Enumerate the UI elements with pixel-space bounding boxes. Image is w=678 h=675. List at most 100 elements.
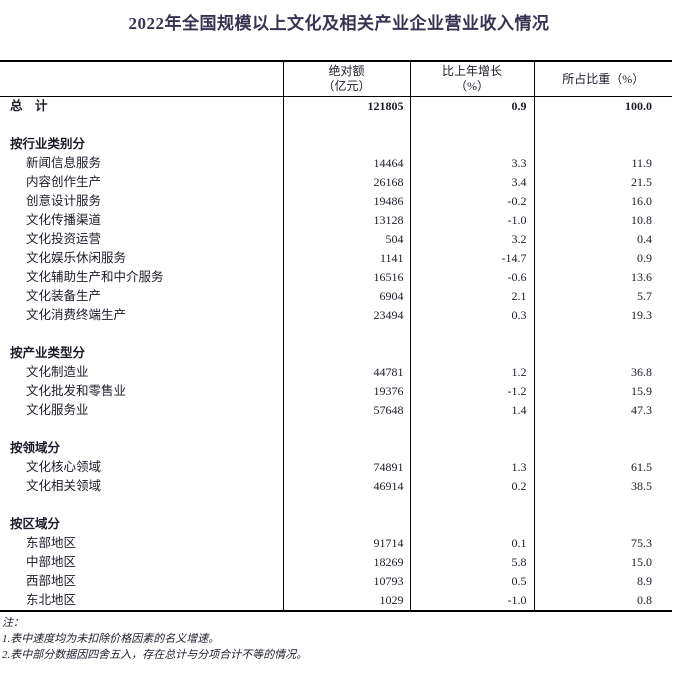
- row-absolute-value: [282, 116, 410, 135]
- row-share-value: [533, 325, 672, 344]
- row-growth-value: 0.3: [409, 306, 534, 325]
- row-label: 创意设计服务: [26, 194, 102, 208]
- row-share-value: 8.9: [533, 572, 672, 591]
- header-row: 绝对额 （亿元） 比上年增长 （%） 所占比重（%）: [0, 61, 672, 97]
- row-absolute-value: [282, 515, 410, 534]
- row-absolute-value: 19486: [282, 192, 410, 211]
- row-share-value: 47.3: [533, 401, 672, 420]
- row-absolute-value: 44781: [282, 363, 410, 382]
- row-absolute-value: 18269: [282, 553, 410, 572]
- row-growth-value: 2.1: [409, 287, 534, 306]
- row-absolute-value: [282, 496, 410, 515]
- table-row: 文化装备生产 6904 2.1 5.7: [0, 287, 672, 306]
- row-absolute-value: [282, 344, 410, 363]
- row-absolute-value: 26168: [282, 173, 410, 192]
- spacer-row: [0, 116, 672, 135]
- row-absolute-value: 16516: [282, 268, 410, 287]
- table-row: 西部地区 10793 0.5 8.9: [0, 572, 672, 591]
- row-label: 西部地区: [26, 574, 77, 588]
- row-share-value: 16.0: [533, 192, 672, 211]
- row-absolute-value: 14464: [282, 154, 410, 173]
- table-row: 文化娱乐休闲服务 1141 -14.7 0.9: [0, 249, 672, 268]
- row-label: 内容创作生产: [26, 175, 102, 189]
- row-share-value: 13.6: [533, 268, 672, 287]
- row-label: 按区域分: [10, 517, 61, 531]
- row-label: [0, 496, 283, 515]
- row-absolute-value: 91714: [282, 534, 410, 553]
- row-absolute-value: 121805: [282, 96, 410, 116]
- row-label: [0, 325, 283, 344]
- row-share-value: 36.8: [533, 363, 672, 382]
- table-row: 东部地区 91714 0.1 75.3: [0, 534, 672, 553]
- table-row: 文化批发和零售业 19376 -1.2 15.9: [0, 382, 672, 401]
- row-growth-value: 1.3: [409, 458, 534, 477]
- table-row: 按行业类别分: [0, 135, 672, 154]
- row-share-value: 0.8: [533, 591, 672, 611]
- header-cell-category: [0, 61, 283, 97]
- table-row: 文化相关领域 46914 0.2 38.5: [0, 477, 672, 496]
- row-label: 文化娱乐休闲服务: [26, 251, 127, 265]
- row-growth-value: [409, 515, 534, 534]
- row-absolute-value: 504: [282, 230, 410, 249]
- row-growth-value: 0.5: [409, 572, 534, 591]
- table-row: 总 计 121805 0.9 100.0: [0, 96, 672, 116]
- row-share-value: 11.9: [533, 154, 672, 173]
- row-absolute-value: 46914: [282, 477, 410, 496]
- row-label: [0, 116, 283, 135]
- row-label: [0, 420, 283, 439]
- row-growth-value: [409, 116, 534, 135]
- header-cell-absolute: 绝对额 （亿元）: [282, 61, 410, 97]
- row-label: 总 计: [10, 99, 48, 113]
- table-row: 文化制造业 44781 1.2 36.8: [0, 363, 672, 382]
- footnote-label: 注：: [2, 617, 24, 629]
- table-row: 内容创作生产 26168 3.4 21.5: [0, 173, 672, 192]
- row-label: 中部地区: [26, 555, 77, 569]
- revenue-table: 绝对额 （亿元） 比上年增长 （%） 所占比重（%） 总 计 121805 0.9 1…: [0, 60, 672, 612]
- row-share-value: [533, 496, 672, 515]
- header-absolute-line1: 绝对额: [328, 64, 365, 78]
- row-share-value: 100.0: [533, 96, 672, 116]
- row-share-value: [533, 116, 672, 135]
- row-share-value: 10.8: [533, 211, 672, 230]
- table-row: 文化传播渠道 13128 -1.0 10.8: [0, 211, 672, 230]
- row-absolute-value: [282, 439, 410, 458]
- row-share-value: 61.5: [533, 458, 672, 477]
- spacer-row: [0, 496, 672, 515]
- row-label: 新闻信息服务: [26, 156, 102, 170]
- table-row: 按领域分: [0, 439, 672, 458]
- row-growth-value: [409, 439, 534, 458]
- row-label: 按产业类型分: [10, 346, 86, 360]
- footnote-2: 2.表中部分数据因四舍五入，存在总计与分项合计不等的情况。: [2, 649, 308, 661]
- table-row: 新闻信息服务 14464 3.3 11.9: [0, 154, 672, 173]
- row-absolute-value: 57648: [282, 401, 410, 420]
- row-absolute-value: 74891: [282, 458, 410, 477]
- footnote-1: 1.表中速度均为未扣除价格因素的名义增速。: [2, 633, 220, 645]
- row-label: 文化服务业: [26, 403, 89, 417]
- table-row: 按区域分: [0, 515, 672, 534]
- table-row: 中部地区 18269 5.8 15.0: [0, 553, 672, 572]
- row-growth-value: 1.4: [409, 401, 534, 420]
- row-label: 文化辅助生产和中介服务: [26, 270, 164, 284]
- row-growth-value: -1.0: [409, 211, 534, 230]
- row-absolute-value: [282, 420, 410, 439]
- row-label: 文化批发和零售业: [26, 384, 127, 398]
- table-row: 按产业类型分: [0, 344, 672, 363]
- row-share-value: 0.4: [533, 230, 672, 249]
- row-share-value: 5.7: [533, 287, 672, 306]
- row-share-value: [533, 420, 672, 439]
- row-label: 文化装备生产: [26, 289, 102, 303]
- row-label: 文化核心领域: [26, 460, 102, 474]
- row-absolute-value: 19376: [282, 382, 410, 401]
- row-growth-value: 5.8: [409, 553, 534, 572]
- row-absolute-value: 10793: [282, 572, 410, 591]
- table-row: 文化消费终端生产 23494 0.3 19.3: [0, 306, 672, 325]
- table-row: 文化服务业 57648 1.4 47.3: [0, 401, 672, 420]
- row-share-value: 15.0: [533, 553, 672, 572]
- row-label: 文化制造业: [26, 365, 89, 379]
- table-body: 总 计 121805 0.9 100.0 按行业类别分 新闻信息服务 14464 3.3 11.…: [0, 96, 672, 611]
- row-growth-value: 3.3: [409, 154, 534, 173]
- spacer-row: [0, 325, 672, 344]
- header-cell-share: 所占比重（%）: [533, 61, 672, 97]
- row-absolute-value: 1029: [282, 591, 410, 611]
- row-growth-value: [409, 325, 534, 344]
